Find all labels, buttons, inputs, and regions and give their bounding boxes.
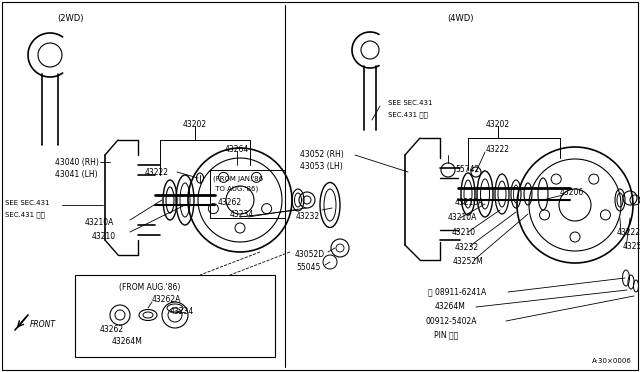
- Text: 55742: 55742: [455, 165, 479, 174]
- Text: 43052D: 43052D: [295, 250, 325, 259]
- Text: (4WD): (4WD): [447, 14, 473, 23]
- Text: SEE SEC.431: SEE SEC.431: [388, 100, 433, 106]
- Text: 43262: 43262: [218, 198, 242, 207]
- Text: 43252M: 43252M: [453, 257, 484, 266]
- Text: 43264M: 43264M: [435, 302, 466, 311]
- Text: 43206: 43206: [560, 188, 584, 197]
- Text: 43210A: 43210A: [85, 218, 115, 227]
- Text: 43234: 43234: [170, 307, 195, 316]
- Text: 43222C: 43222C: [617, 228, 640, 237]
- Text: 43202: 43202: [486, 120, 510, 129]
- Text: 55045: 55045: [296, 263, 321, 272]
- Text: 43053 (LH): 43053 (LH): [300, 162, 343, 171]
- Text: TO AUG.'86): TO AUG.'86): [213, 185, 259, 192]
- Text: SEE SEC.431: SEE SEC.431: [5, 200, 49, 206]
- Text: 43210A: 43210A: [455, 198, 484, 207]
- Text: 43222: 43222: [486, 145, 510, 154]
- Text: (2WD): (2WD): [57, 14, 83, 23]
- Text: 43234: 43234: [230, 210, 254, 219]
- Text: 43210: 43210: [452, 228, 476, 237]
- Text: Ⓝ 08911-6241A: Ⓝ 08911-6241A: [428, 287, 486, 296]
- Text: 43202: 43202: [183, 120, 207, 129]
- Text: (FROM AUG.'86): (FROM AUG.'86): [119, 283, 180, 292]
- Text: SEC.431 参照: SEC.431 参照: [388, 111, 428, 118]
- Text: 43262A: 43262A: [152, 295, 181, 304]
- Text: PIN ピン: PIN ピン: [434, 330, 458, 339]
- Text: 43040 (RH): 43040 (RH): [55, 158, 99, 167]
- Bar: [75, 275, 275, 357]
- Text: 43232: 43232: [296, 212, 320, 221]
- Text: 43262: 43262: [100, 325, 124, 334]
- Text: 43222: 43222: [145, 168, 169, 177]
- Text: FRONT: FRONT: [30, 320, 56, 329]
- Text: 43252: 43252: [623, 242, 640, 251]
- Text: 00912-5402A: 00912-5402A: [426, 317, 477, 326]
- Text: 43264: 43264: [225, 145, 249, 154]
- Text: A·30×0006: A·30×0006: [592, 358, 632, 364]
- Text: 43210A: 43210A: [448, 213, 477, 222]
- Text: 43210: 43210: [92, 232, 116, 241]
- Text: 43041 (LH): 43041 (LH): [55, 170, 98, 179]
- Text: (FROM JAN.'86: (FROM JAN.'86: [213, 175, 263, 182]
- Text: 43052 (RH): 43052 (RH): [300, 150, 344, 159]
- Text: 43232: 43232: [455, 243, 479, 252]
- Text: 43264M: 43264M: [112, 337, 143, 346]
- Text: SEC.431 参照: SEC.431 参照: [5, 211, 45, 218]
- Bar: [210, 170, 285, 218]
